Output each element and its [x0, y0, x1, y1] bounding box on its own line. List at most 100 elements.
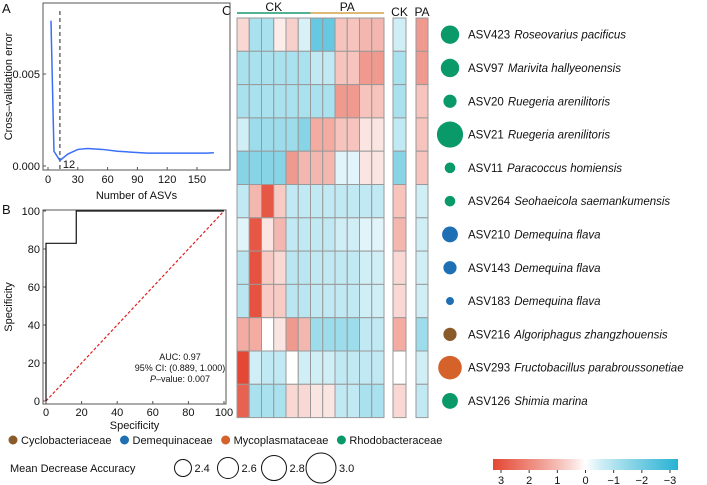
heatmap-cell	[334, 50, 348, 86]
mda-legend-circle	[174, 459, 192, 477]
importance-bubble	[442, 226, 458, 243]
x-axis-label: Specificity	[110, 420, 160, 432]
asv-id: ASV20	[468, 96, 504, 108]
family-legend-dot	[120, 435, 129, 445]
summary-label-pa: PA	[414, 5, 429, 19]
ci-label: 95% CI: (0.889, 1.000)	[135, 363, 226, 373]
heatmap-cell	[285, 117, 299, 152]
heatmap-cell	[371, 317, 385, 352]
heatmap-cell	[322, 50, 336, 86]
heatmap-cell	[248, 383, 262, 419]
x-tick-label: 120	[158, 174, 176, 186]
importance-bubble	[438, 355, 462, 380]
heatmap-cell	[273, 383, 287, 419]
heatmap-cell	[236, 217, 250, 252]
x-tick-label: 0	[45, 174, 51, 186]
heatmap-cell	[236, 17, 250, 52]
family-legend-dot	[221, 435, 231, 445]
heatmap-cell	[322, 283, 336, 319]
mda-legend-title: Mean Decrease Accuracy	[10, 463, 136, 475]
heatmap-cell	[322, 250, 336, 285]
heatmap-cell	[359, 250, 373, 285]
asv-label: ASV20 Ruegeria arenilitoris	[468, 96, 610, 108]
asv-taxon: Demequina flava	[514, 263, 600, 275]
heatmap-cell	[273, 50, 287, 86]
heatmap-cell	[310, 283, 324, 319]
heatmap-cell	[261, 383, 275, 419]
heatmap-cell	[310, 250, 324, 285]
summary-cell-ck	[392, 117, 407, 152]
heatmap-cell	[261, 350, 275, 385]
heatmap-cell	[371, 17, 385, 52]
heatmap-cell	[346, 50, 360, 86]
asv-label: ASV11 Paracoccus homiensis	[468, 163, 622, 175]
group-label-pa: PA	[340, 0, 355, 14]
colorbar-tick-label: −3	[664, 475, 677, 485]
y-axis-label: Cross–validation error	[3, 32, 15, 140]
summary-cell-ck	[392, 217, 407, 252]
heatmap-cell	[310, 117, 324, 152]
summary-cell-pa	[415, 217, 429, 252]
x-tick-label: 90	[131, 174, 143, 186]
summary-cell-ck	[392, 50, 407, 86]
heatmap-cell	[261, 250, 275, 285]
heatmap-cell	[310, 50, 324, 86]
heatmap-cell	[248, 350, 262, 385]
heatmap-cell	[310, 184, 324, 219]
x-axis-label: Number of ASVs	[96, 190, 178, 202]
importance-bubble	[442, 393, 458, 409]
heatmap-cell	[248, 283, 262, 319]
panel-b-frame	[42, 209, 227, 405]
asv-label: ASV143 Demequina flava	[468, 263, 601, 275]
heatmap-cell	[334, 317, 348, 352]
summary-cell-ck	[392, 84, 407, 119]
heatmap-cell	[371, 84, 385, 119]
importance-bubble	[440, 25, 460, 44]
heatmap-cell	[359, 50, 373, 86]
panel-label-a: A	[2, 1, 11, 16]
heatmap-cell	[297, 283, 311, 319]
heatmap-cell	[297, 50, 311, 86]
heatmap-cell	[236, 50, 250, 86]
heatmap-cell	[273, 217, 287, 252]
heatmap-cell	[297, 317, 311, 352]
asv-id: ASV264	[468, 196, 511, 208]
heatmap-cell	[334, 84, 348, 119]
heatmap-cell	[273, 283, 287, 319]
heatmap-cell	[334, 117, 348, 152]
roc-curve	[45, 210, 224, 401]
asv-taxon: Fructobacillus parabroussonetiae	[514, 363, 683, 375]
heatmap-cell	[285, 84, 299, 119]
heatmap-cell	[297, 84, 311, 119]
heatmap-cell	[236, 250, 250, 285]
p-value: –value: 0.007	[156, 374, 210, 384]
heatmap-cell	[297, 383, 311, 419]
importance-bubble	[444, 162, 456, 174]
heatmap-cell	[273, 184, 287, 219]
heatmap-cell	[359, 317, 373, 352]
family-legend-label: Cyclobacteriaceae	[21, 435, 112, 447]
heatmap-cell	[359, 217, 373, 252]
heatmap-cell	[236, 150, 250, 185]
heatmap-cell	[322, 184, 336, 219]
heatmap-cell	[346, 250, 360, 285]
mda-legend-circle	[305, 452, 337, 484]
heatmap-cell	[310, 150, 324, 185]
asv-taxon: Algoriphagus zhangzhouensis	[513, 329, 668, 341]
heatmap-cell	[359, 184, 373, 219]
family-legend-dot	[8, 435, 18, 445]
summary-cell-pa	[415, 17, 429, 52]
panel-label-c: C	[222, 3, 231, 18]
colorbar-tick-label: 2	[526, 475, 532, 485]
heatmap-cell	[334, 217, 348, 252]
summary-label-ck: CK	[391, 5, 408, 19]
summary-cell-pa	[415, 84, 429, 119]
x-tick-label: 30	[72, 174, 84, 186]
heatmap-cell	[285, 17, 299, 52]
heatmap-cell	[371, 50, 385, 86]
asv-taxon: Demequina flava	[514, 229, 600, 241]
asv-id: ASV126	[468, 396, 510, 408]
summary-cell-pa	[415, 184, 429, 219]
heatmap-cell	[359, 150, 373, 185]
heatmap-cell	[261, 317, 275, 352]
